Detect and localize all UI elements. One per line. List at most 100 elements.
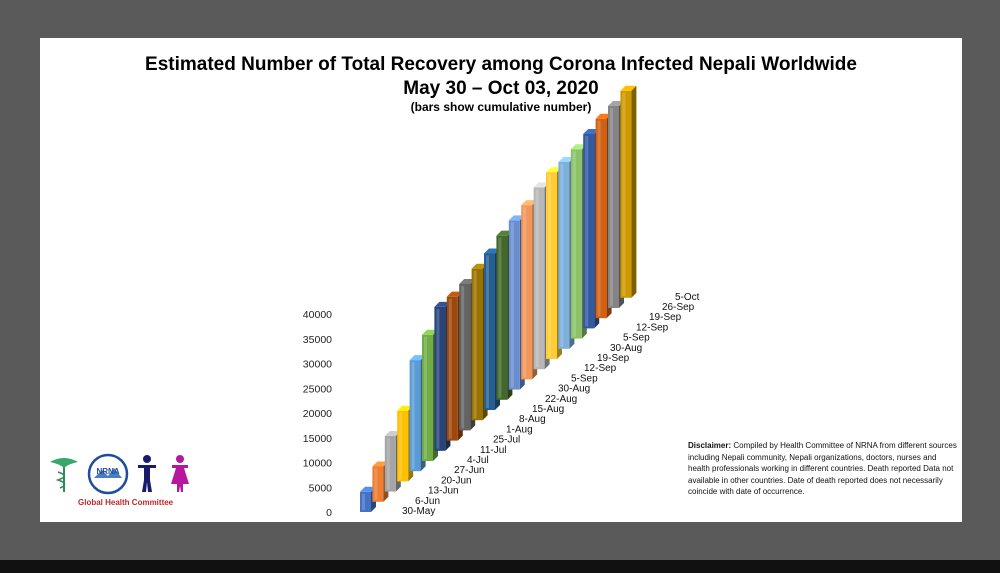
bar-front [484,253,495,410]
x-tick-label: 5-Sep [623,333,650,344]
bar-top [397,405,414,411]
chart-note: (bars show cumulative number) [410,100,592,114]
bar-front [546,172,557,359]
bar-front [533,187,545,370]
bar-highlight [523,207,527,378]
bar-side [631,85,637,298]
disclaimer-text: Compiled by Health Committee of NRNA fro… [688,441,957,497]
bar-top [422,329,438,335]
bar-front [372,466,384,502]
x-tick-label: 30-May [402,506,435,517]
bar-front [583,133,595,329]
bar-front [360,491,371,512]
bar-front [397,410,409,482]
x-tick-label: 11-Jul [480,445,507,456]
bar-highlight [386,438,390,490]
bar-highlight [362,493,365,510]
bar-front [608,106,619,308]
bar-highlight [374,468,378,500]
x-tick-label: 20-Jun [441,475,472,486]
bar-highlight [510,222,514,388]
x-tick-label: 30-Aug [558,384,590,395]
bar-front [422,334,433,461]
y-axis: 0 5000 10000 15000 20000 25000 30000 35000 40000 [303,309,332,519]
bar-highlight [436,308,440,449]
bars [360,85,637,512]
bar-front [508,220,520,390]
bar-top [521,200,538,206]
bar-highlight [448,298,452,439]
bar-front [558,161,570,349]
x-tick-label: 25-Jul [493,435,520,446]
nrna-globe-icon: NRNA [87,453,129,495]
y-tick-label: 15000 [303,433,332,445]
x-tick-label: 12-Sep [636,322,669,333]
bar [620,85,637,298]
bar-highlight [572,151,576,337]
bar-top [484,248,500,254]
bar-top [558,156,575,162]
bar-highlight [622,92,626,296]
bar-highlight [473,270,477,419]
bar-top [508,215,525,221]
bar-top [608,101,624,106]
y-tick-label: 10000 [303,458,332,470]
bar-highlight [585,135,589,327]
bar-highlight [486,255,489,408]
bar-top [360,486,376,492]
x-tick-label: 4-Jul [467,455,489,466]
bar-front [434,306,446,451]
y-tick-label: 25000 [303,383,332,395]
x-tick-label: 15-Aug [532,404,564,415]
bar-top [620,85,637,91]
bar-highlight [424,336,427,459]
bar-top [533,182,550,188]
y-tick-label: 0 [326,507,332,519]
logo-caption: Global Health Committee [78,498,174,507]
y-tick-label: 5000 [309,482,333,494]
bar-top [595,113,612,119]
chart-title: Estimated Number of Total Recovery among… [145,54,857,75]
x-tick-label: 5-Sep [571,373,598,384]
bar-top [384,431,401,437]
logo-group: NRNA Global Health Committee [44,452,194,512]
bar-top [496,230,513,236]
bar-top [409,355,426,361]
bar-front [446,296,458,441]
x-tick-label: 13-Jun [428,486,459,497]
chart-slide: Estimated Number of Total Recovery among… [40,38,962,522]
bar-highlight [548,174,551,357]
x-tick-label: 5-Oct [675,292,700,303]
bar-highlight [560,163,564,347]
male-figure-icon [138,455,156,492]
x-tick-label: 8-Aug [519,414,546,425]
y-tick-label: 20000 [303,408,332,420]
x-tick-label: 27-Jun [454,465,485,476]
y-tick-label: 30000 [303,359,332,371]
bar-top [570,144,587,150]
bar-highlight [461,285,465,429]
bar-front [496,235,508,400]
x-tick-label: 30-Aug [610,343,642,354]
nrna-logo-text: NRNA [96,467,119,476]
logo-icons: NRNA [50,453,189,495]
bar-chart: 0 5000 10000 15000 20000 25000 30000 35000 40000… [303,85,700,519]
bar-front [521,205,533,380]
bar-top [372,461,389,467]
bar-front [620,90,632,298]
bar-highlight [399,412,403,480]
x-tick-label: 6-Jun [415,496,440,507]
disclaimer: Disclaimer: Compiled by Health Committee… [688,440,960,498]
x-axis-labels: 30-May6-Jun13-Jun20-Jun27-Jun4-Jul11-Jul… [402,292,700,517]
bar-highlight [597,120,601,317]
y-tick-label: 35000 [303,334,332,346]
bar-top [546,167,562,173]
bar-top [446,291,463,297]
bar-front [595,118,607,319]
bar-front [471,268,483,421]
x-tick-label: 26-Sep [662,302,695,313]
disclaimer-label: Disclaimer: [688,441,732,450]
x-tick-label: 1-Aug [506,424,533,435]
bar-highlight [535,189,539,368]
caduceus-icon [50,458,78,492]
